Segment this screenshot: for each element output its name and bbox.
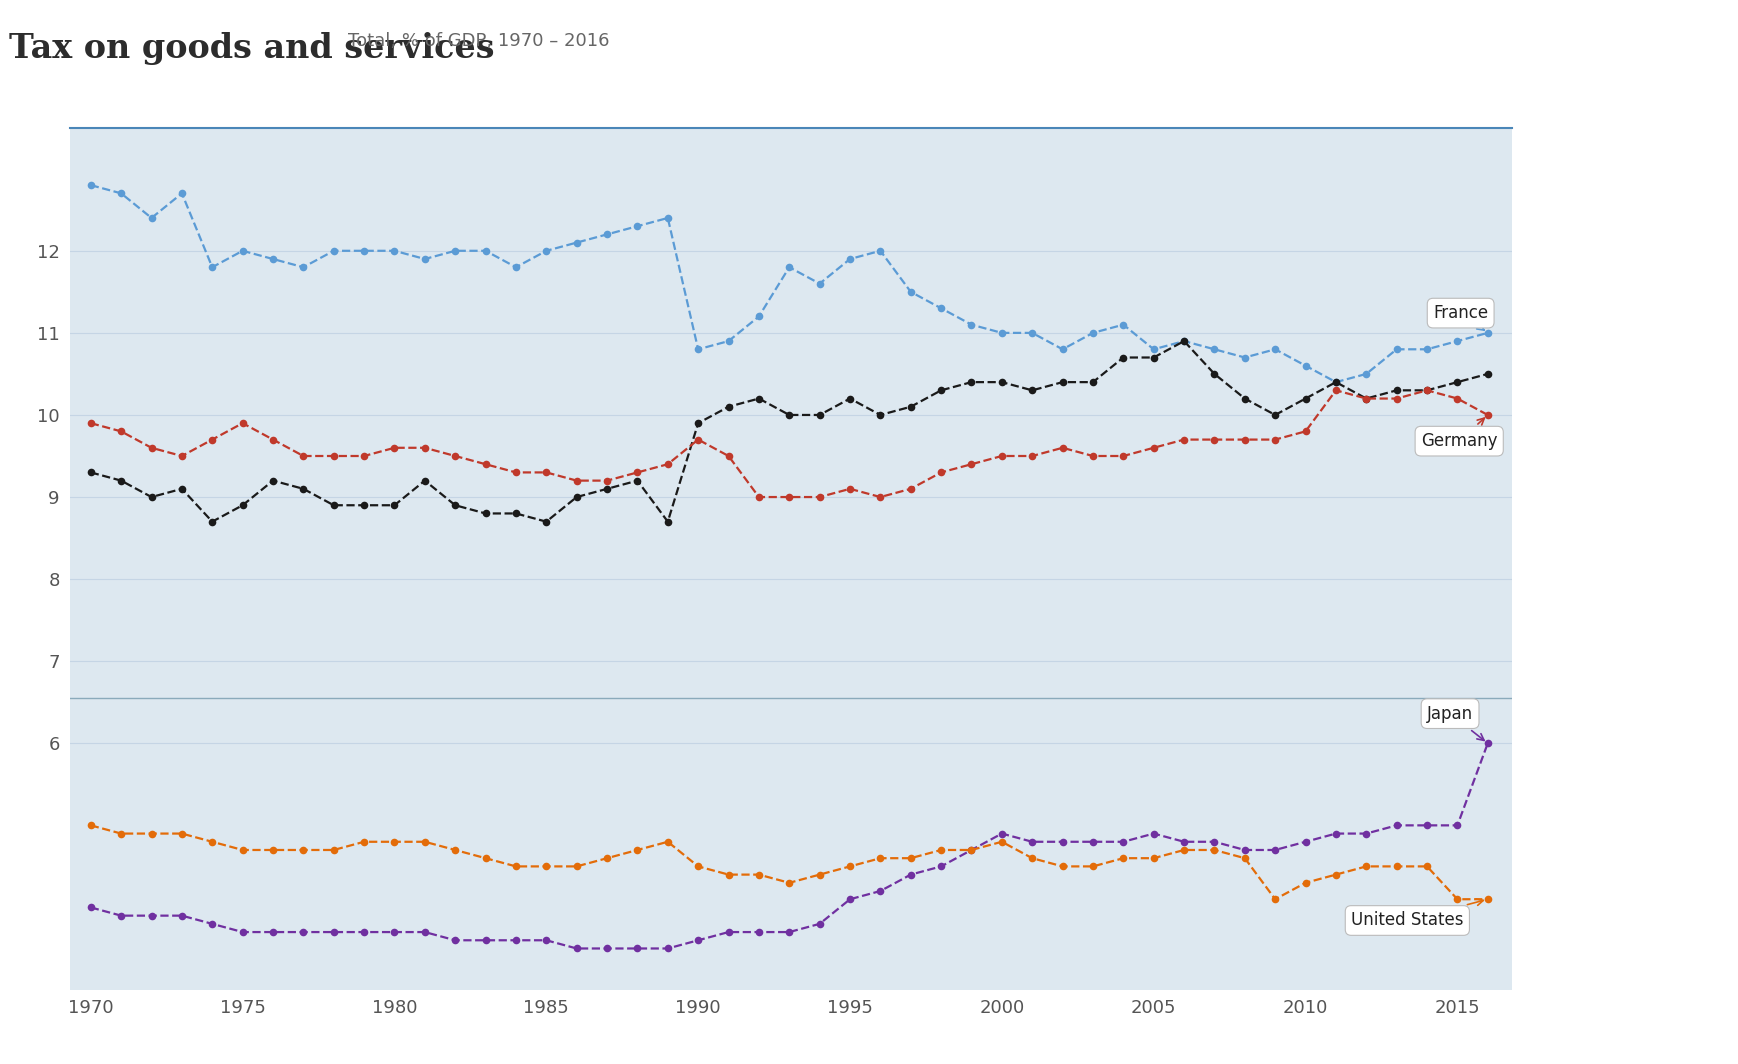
Text: Germany: Germany (1422, 418, 1498, 450)
Text: Tax on goods and services: Tax on goods and services (9, 32, 494, 65)
Text: Japan: Japan (1427, 704, 1484, 741)
Text: France: France (1434, 304, 1488, 330)
Text: Total, % of GDP, 1970 – 2016: Total, % of GDP, 1970 – 2016 (348, 32, 608, 50)
Text: United States: United States (1350, 899, 1483, 930)
